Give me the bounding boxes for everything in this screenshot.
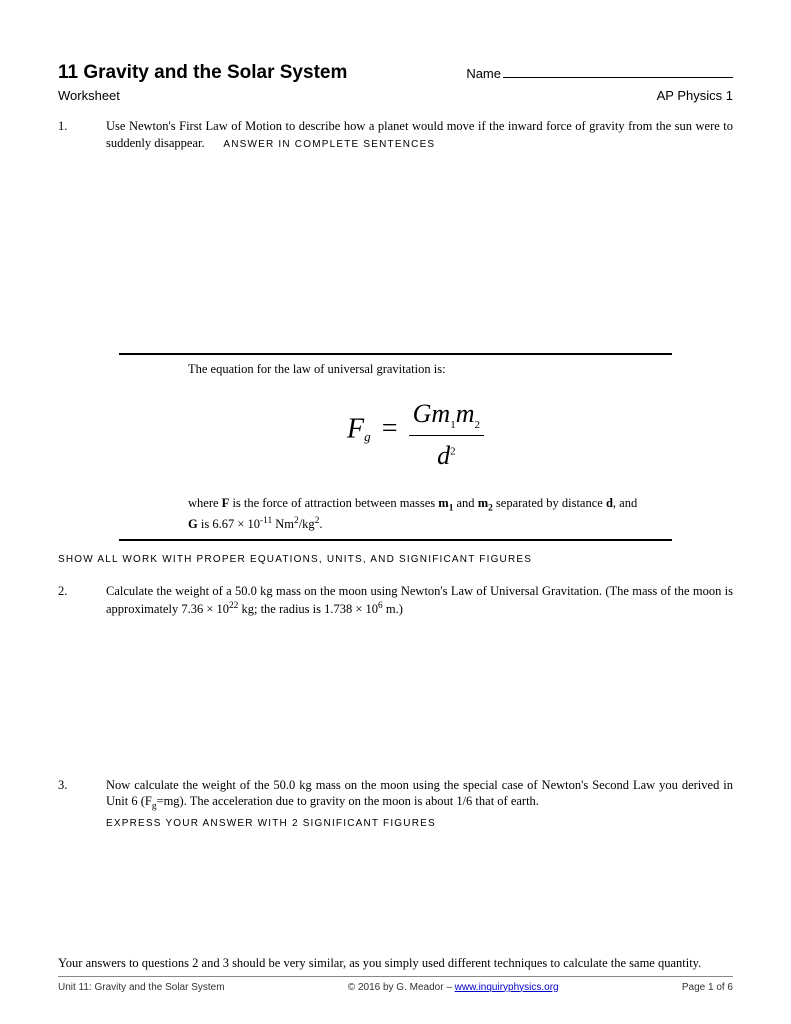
where-b: is the force of attraction between masse… <box>229 496 438 510</box>
question-1: 1. Use Newton's First Law of Motion to d… <box>58 118 733 152</box>
answer-space-3[interactable] <box>58 830 733 945</box>
formula-where: where F is the force of attraction betwe… <box>188 495 643 533</box>
q2-exp1: 22 <box>229 601 238 611</box>
q1-hint: answer in complete sentences <box>223 139 435 150</box>
q2-text-c: m.) <box>383 602 403 616</box>
gval-c: /kg <box>299 517 315 531</box>
page-title: 11 Gravity and the Solar System <box>58 60 347 86</box>
q2-text-b: kg; the radius is 1.738 × 10 <box>238 602 378 616</box>
where-c: separated by distance <box>493 496 606 510</box>
q1-body: Use Newton's First Law of Motion to desc… <box>106 118 733 152</box>
closing-note: Your answers to questions 2 and 3 should… <box>58 955 733 972</box>
q3-body: Now calculate the weight of the 50.0 kg … <box>106 777 733 831</box>
gval-exp: -11 <box>260 516 272 526</box>
question-2: 2. Calculate the weight of a 50.0 kg mas… <box>58 583 733 618</box>
footer-center: © 2016 by G. Meador – www.inquiryphysics… <box>348 981 559 995</box>
formula-intro: The equation for the law of universal gr… <box>188 361 643 378</box>
where-m1: m <box>438 496 448 510</box>
q3-hint: express your answer with 2 significant f… <box>106 818 436 829</box>
q3-text-b: =mg). The acceleration due to gravity on… <box>157 794 539 808</box>
subtitle-left: Worksheet <box>58 87 120 105</box>
answer-space-2[interactable] <box>58 618 733 763</box>
q2-body: Calculate the weight of a 50.0 kg mass o… <box>106 583 733 618</box>
header-row: 11 Gravity and the Solar System Name <box>58 60 733 86</box>
footer-right: Page 1 of 6 <box>682 981 733 995</box>
footer-center-a: © 2016 by G. Meador – <box>348 982 455 993</box>
divider-top <box>119 353 673 355</box>
subtitle-right: AP Physics 1 <box>657 87 733 105</box>
q2-number: 2. <box>58 583 106 618</box>
show-work-note: show all work with proper equations, uni… <box>58 553 733 567</box>
footer-left: Unit 11: Gravity and the Solar System <box>58 981 225 995</box>
gravitation-formula: Fg = Gm1m2 d2 <box>188 396 643 473</box>
where-and: and <box>453 496 477 510</box>
footer-row: Unit 11: Gravity and the Solar System © … <box>58 981 733 995</box>
where-m2: m <box>478 496 488 510</box>
name-label: Name <box>466 65 501 83</box>
where-a: where <box>188 496 222 510</box>
footer-divider <box>58 976 733 977</box>
answer-space-1[interactable] <box>58 152 733 347</box>
footer-link[interactable]: www.inquiryphysics.org <box>455 982 559 993</box>
gval-a: is 6.67 × 10 <box>198 517 260 531</box>
subtitle-row: Worksheet AP Physics 1 <box>58 87 733 105</box>
gval-d: . <box>319 517 322 531</box>
where-d-var: d <box>606 496 613 510</box>
q1-number: 1. <box>58 118 106 152</box>
name-field-wrap: Name <box>466 65 733 83</box>
question-3: 3. Now calculate the weight of the 50.0 … <box>58 777 733 831</box>
divider-bottom <box>119 539 673 541</box>
formula-box: The equation for the law of universal gr… <box>58 361 733 533</box>
where-G: G <box>188 517 198 531</box>
gval-b: Nm <box>272 517 294 531</box>
q3-number: 3. <box>58 777 106 831</box>
q2-text-a: Calculate the weight of a 50.0 kg mass o… <box>106 584 733 616</box>
page: 11 Gravity and the Solar System Name Wor… <box>0 0 791 1024</box>
name-input-line[interactable] <box>503 77 733 78</box>
where-d: , and <box>613 496 637 510</box>
page-footer: Unit 11: Gravity and the Solar System © … <box>58 976 733 995</box>
